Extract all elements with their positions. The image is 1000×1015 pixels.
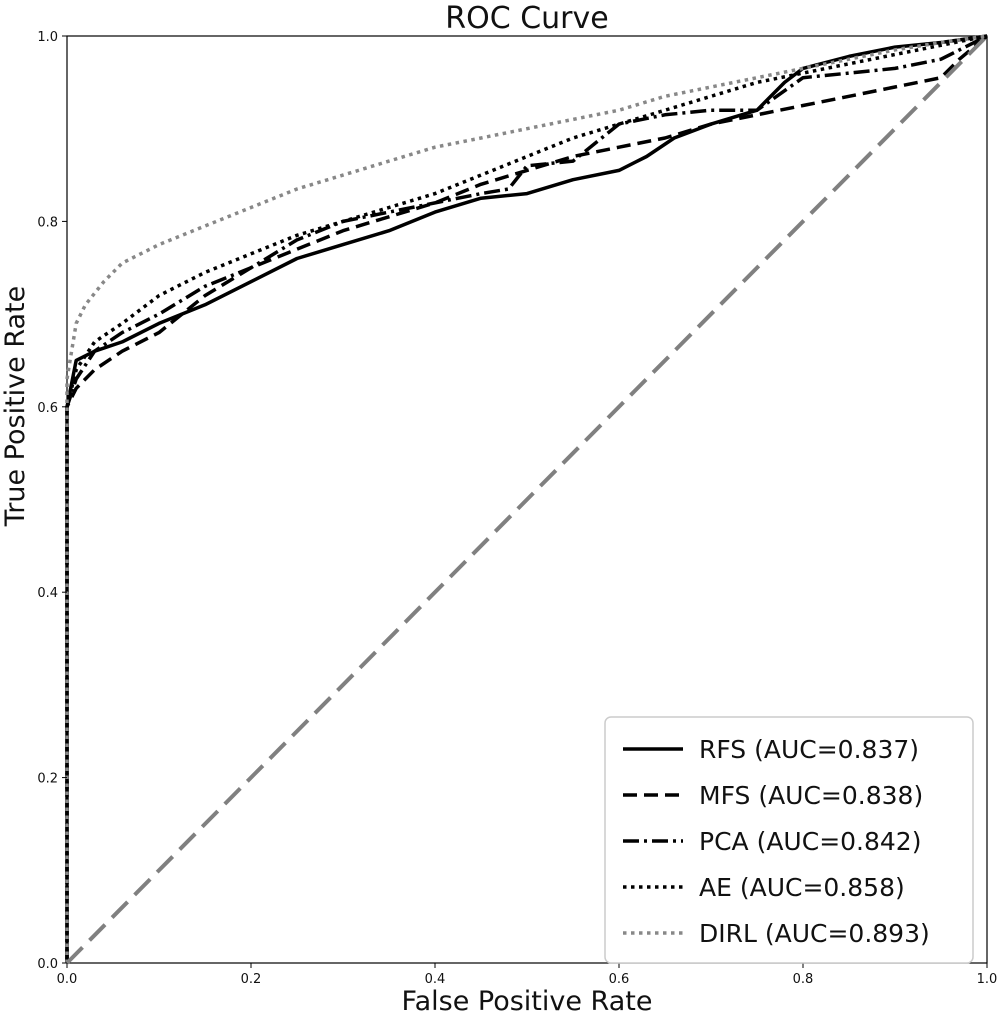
legend: RFS (AUC=0.837) MFS (AUC=0.838) PCA (AUC=0… [604,716,974,964]
legend-box [604,716,974,964]
legend-label-pca: PCA (AUC=0.842) [699,827,921,856]
series-line-chance [65,34,989,965]
series-line-pca [65,34,988,963]
series-line-dirl [65,34,988,963]
x-tick-label: 1.0 [977,972,998,987]
y-tick-label: 1.0 [37,30,58,45]
x-axis-label: False Positive Rate [402,986,653,1015]
x-tick-label: 0.0 [57,972,78,987]
series-line-ae [65,34,988,963]
x-tick-label: 0.2 [241,972,262,987]
x-tick-label: 0.4 [425,972,446,987]
y-tick-label: 0.2 [37,772,58,787]
y-tick-label: 0.6 [37,401,58,416]
y-tick-label: 0.4 [37,586,58,601]
legend-label-dirl: DIRL (AUC=0.893) [699,919,930,948]
x-tick-label: 0.8 [793,972,814,987]
plot-area [65,34,989,965]
y-tick-label: 0.0 [37,957,58,972]
chart-title: ROC Curve [445,1,608,36]
series-line-mfs [65,34,989,963]
y-axis-ticks: 0.0 0.2 0.4 0.6 0.8 1.0 [37,30,67,972]
y-axis-label: True Positive Rate [0,286,31,528]
y-tick-label: 0.8 [37,215,58,230]
x-tick-label: 0.6 [609,972,630,987]
x-axis-ticks: 0.0 0.2 0.4 0.6 0.8 1.0 [57,963,998,987]
legend-label-rfs: RFS (AUC=0.837) [699,735,919,764]
legend-label-ae: AE (AUC=0.858) [699,873,905,902]
legend-label-mfs: MFS (AUC=0.838) [699,781,923,810]
